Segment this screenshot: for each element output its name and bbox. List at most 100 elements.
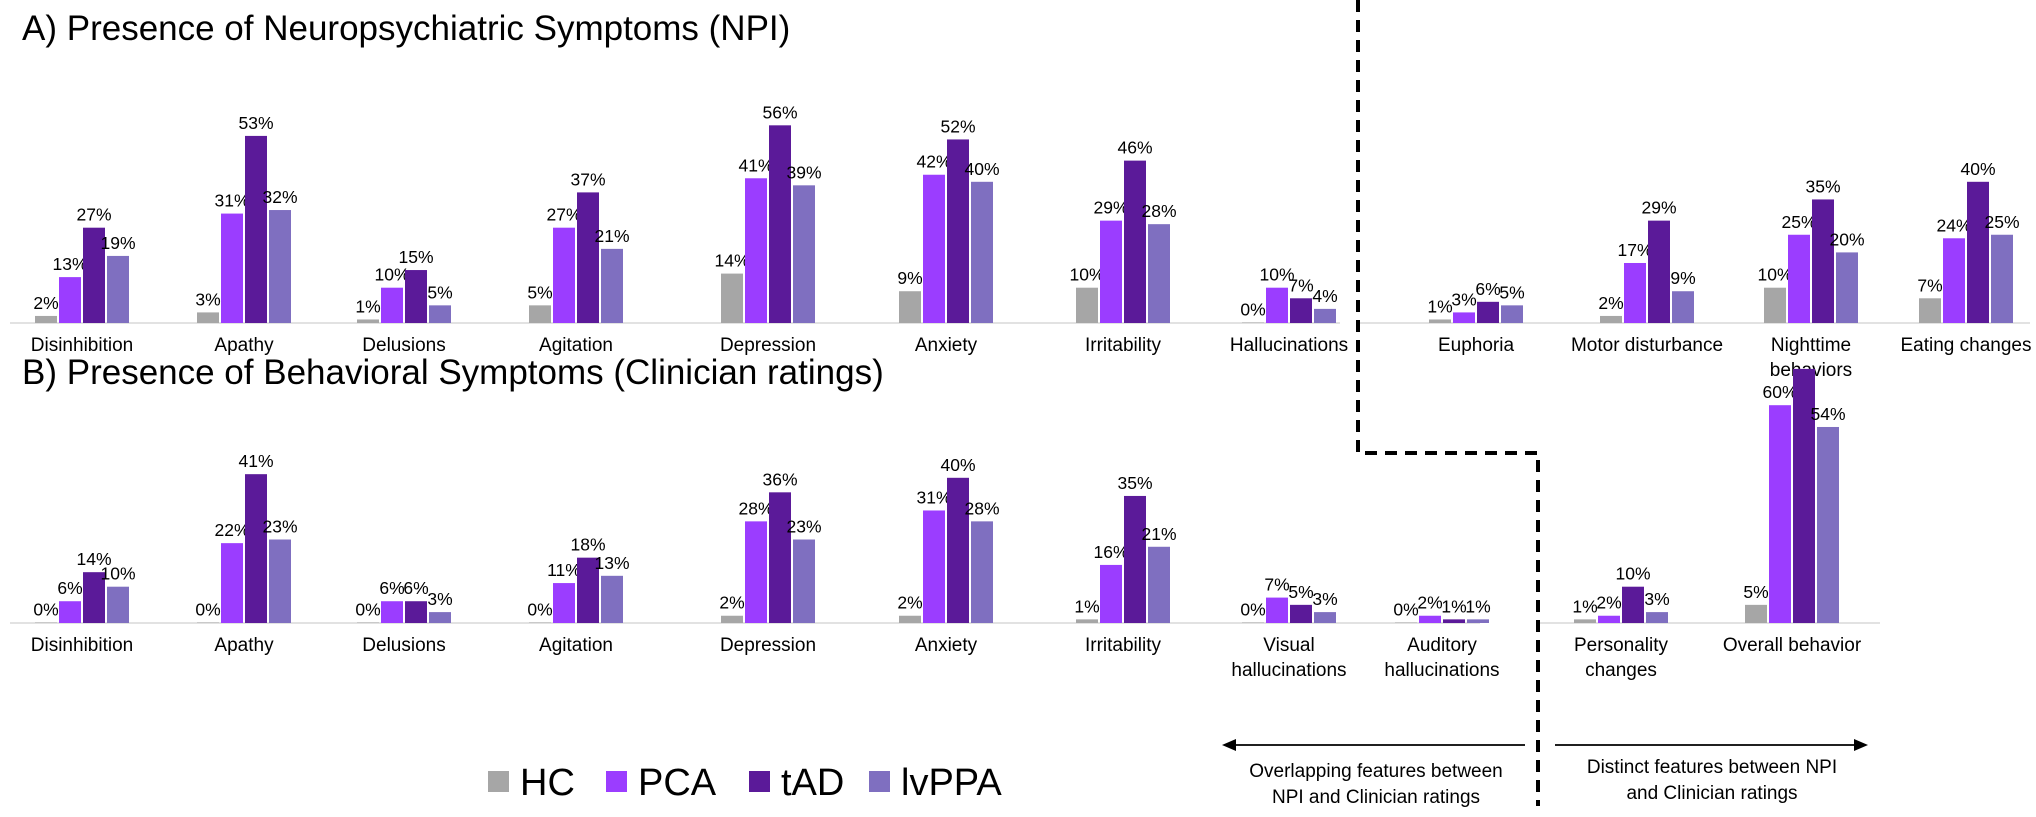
- bar-lvppa-motor-disturbance: [1672, 291, 1694, 323]
- bar-lvppa-depression: [793, 185, 815, 323]
- bar-lvppa-apathy: [269, 210, 291, 323]
- category-label: Apathy: [214, 635, 274, 656]
- bar-pca-apathy: [221, 213, 243, 323]
- data-label: 9%: [897, 268, 922, 288]
- bar-hc-motor-disturbance: [1600, 315, 1622, 323]
- data-label: 28%: [738, 498, 773, 518]
- data-label: 24%: [1936, 215, 1971, 235]
- legend-label-hc: HC: [520, 762, 575, 804]
- data-label: 16%: [1093, 542, 1128, 562]
- bar-tad-depression: [769, 492, 791, 623]
- data-label: 36%: [762, 469, 797, 489]
- data-label: 42%: [916, 152, 951, 172]
- data-label: 6%: [379, 578, 404, 598]
- bar-tad-euphoria: [1477, 301, 1499, 323]
- bar-tad-overall-behavior: [1793, 368, 1815, 623]
- bar-hc-irritability: [1076, 287, 1098, 323]
- bar-lvppa-disinhibition: [107, 255, 129, 323]
- panel-b-title: B) Presence of Behavioral Symptoms (Clin…: [22, 353, 884, 392]
- data-label: 19%: [100, 233, 135, 253]
- bar-tad-motor-disturbance: [1648, 220, 1670, 323]
- bar-hc-anxiety: [899, 291, 921, 323]
- bar-hc-hallucinations: [1242, 322, 1264, 323]
- data-label: 10%: [1757, 265, 1792, 285]
- data-label: 23%: [262, 517, 297, 537]
- category-label: Overall behavior: [1723, 635, 1862, 656]
- separator-dashed-line: [1356, 0, 1540, 806]
- data-label: 54%: [1810, 404, 1845, 424]
- bar-tad-disinhibition: [83, 227, 105, 323]
- data-label: 60%: [1762, 382, 1797, 402]
- data-label: 41%: [238, 451, 273, 471]
- category-label: Depression: [720, 335, 816, 356]
- legend-swatch-tad: [749, 771, 770, 792]
- data-label: 17%: [1617, 240, 1652, 260]
- bar-tad-visual-hallucinations: [1290, 604, 1312, 623]
- data-label: 1%: [355, 296, 380, 316]
- bar-lvppa-agitation: [601, 248, 623, 323]
- category-label: hallucinations: [1384, 660, 1499, 681]
- bar-lvppa-agitation: [601, 575, 623, 623]
- distinct-note-line-1: Distinct features between NPI: [1587, 757, 1837, 778]
- category-label: Agitation: [539, 335, 613, 356]
- bar-pca-disinhibition: [59, 277, 81, 323]
- data-label: 0%: [1393, 600, 1418, 620]
- legend: HC PCA tAD lvPPA: [488, 762, 1002, 804]
- bar-lvppa-anxiety: [971, 181, 993, 323]
- data-label: 2%: [719, 593, 744, 613]
- data-label: 28%: [1141, 201, 1176, 221]
- data-label: 1%: [1074, 596, 1099, 616]
- bar-pca-depression: [745, 521, 767, 623]
- bar-tad-apathy: [245, 135, 267, 323]
- data-label: 13%: [594, 553, 629, 573]
- overlap-note-line-1: Overlapping features between: [1249, 761, 1503, 782]
- category-label: Euphoria: [1438, 335, 1514, 356]
- bar-lvppa-eating-changes: [1991, 234, 2013, 323]
- bar-tad-irritability: [1124, 160, 1146, 323]
- data-label: 1%: [1572, 596, 1597, 616]
- data-label: 5%: [1499, 282, 1524, 302]
- data-label: 14%: [714, 251, 749, 271]
- data-label: 10%: [1069, 265, 1104, 285]
- data-label: 2%: [1598, 293, 1623, 313]
- data-label: 41%: [738, 155, 773, 175]
- bar-lvppa-irritability: [1148, 546, 1170, 623]
- bar-hc-agitation: [529, 622, 551, 623]
- bar-tad-agitation: [577, 192, 599, 323]
- data-label: 1%: [1441, 596, 1466, 616]
- data-label: 27%: [76, 205, 111, 225]
- bar-tad-delusions: [405, 601, 427, 623]
- data-label: 7%: [1288, 275, 1313, 295]
- legend-label-tad: tAD: [781, 762, 844, 804]
- data-label: 37%: [570, 169, 605, 189]
- data-label: 2%: [33, 293, 58, 313]
- bar-pca-irritability: [1100, 220, 1122, 323]
- bar-pca-delusions: [381, 601, 403, 623]
- data-label: 3%: [195, 289, 220, 309]
- data-label: 0%: [1240, 300, 1265, 320]
- bar-hc-delusions: [357, 319, 379, 323]
- category-label: Irritability: [1085, 635, 1162, 656]
- bar-pca-apathy: [221, 543, 243, 623]
- bar-tad-nighttime-behaviors: [1812, 199, 1834, 323]
- panel-a-title: A) Presence of Neuropsychiatric Symptoms…: [22, 9, 790, 48]
- category-label: Personality: [1574, 635, 1668, 656]
- data-label: 6%: [57, 578, 82, 598]
- data-label: 5%: [1288, 582, 1313, 602]
- bar-tad-anxiety: [947, 139, 969, 323]
- data-label: 3%: [1451, 289, 1476, 309]
- category-label: Auditory: [1407, 635, 1477, 656]
- data-label: 5%: [527, 282, 552, 302]
- data-label: 31%: [916, 487, 951, 507]
- data-label: 2%: [897, 593, 922, 613]
- data-label: 5%: [427, 282, 452, 302]
- bar-tad-irritability: [1124, 495, 1146, 623]
- data-label: 25%: [1984, 212, 2019, 232]
- data-label: 22%: [214, 520, 249, 540]
- data-label: 31%: [214, 191, 249, 211]
- data-label: 29%: [1093, 198, 1128, 218]
- category-label: Anxiety: [915, 335, 978, 356]
- bar-tad-delusions: [405, 270, 427, 323]
- data-label: 6%: [1475, 279, 1500, 299]
